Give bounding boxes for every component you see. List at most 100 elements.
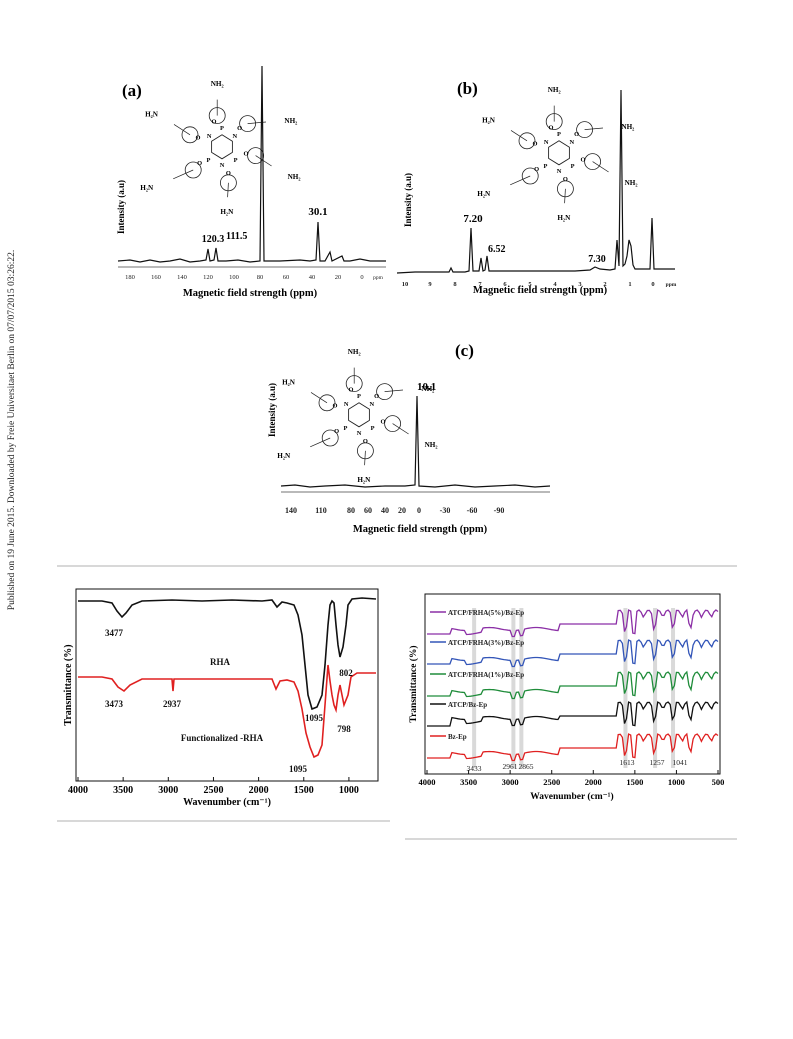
phenyl-ring [557, 180, 574, 198]
chart2-peak-label: 1257 [650, 758, 665, 767]
atom-label: O [212, 119, 217, 126]
chart2-tick-label: 4000 [419, 777, 436, 787]
panel-a-tick: 20 [335, 274, 342, 281]
chart2-tick-label: 3500 [460, 777, 477, 787]
panel-a-tick: 160 [151, 274, 161, 281]
panel-b-xlabel: Magnetic field strength (ppm) [473, 285, 608, 296]
panel-a-peak-label: 30.1 [308, 206, 327, 218]
panel-c-tick: 20 [398, 506, 406, 515]
chart2-peak-label: 1041 [673, 758, 688, 767]
legend-label: ATCP/FRHA(1%)/Bz-Ep [448, 671, 524, 679]
panel-b-tick: 8 [453, 281, 457, 288]
panel-c-tick: 110 [315, 506, 327, 515]
chart1-xlabel: Wavenumber (cm⁻¹) [183, 797, 271, 808]
chart2-tick-label: 2000 [585, 777, 602, 787]
bond [247, 121, 267, 124]
atom-label: O [226, 170, 231, 177]
bond [392, 423, 409, 435]
atom-label: P [557, 131, 561, 138]
chart2-tick-label: 500 [712, 777, 725, 787]
panel-c-tick: 0 [417, 506, 421, 515]
panel-c-tick: 40 [381, 506, 389, 515]
amino-group-label: NH₂ [288, 173, 301, 181]
atom-label: O [381, 419, 386, 426]
panel-c-tick: -90 [494, 506, 505, 515]
legend-label: ATCP/Bz-Ep [448, 701, 487, 709]
divider [57, 565, 737, 567]
phosphazene-ring [211, 134, 233, 160]
bond [173, 124, 191, 136]
atom-label: O [363, 438, 368, 445]
atom-label: P [571, 163, 575, 170]
panel-c-tick: -60 [467, 506, 478, 515]
amino-group-label: NH₂ [548, 86, 561, 94]
phenyl-ring [321, 429, 339, 447]
atom-label: O [549, 125, 554, 132]
phosphazene-ring [348, 402, 370, 428]
amino-group-label: H₂N [140, 184, 154, 192]
divider [405, 838, 737, 840]
phenyl-ring [521, 167, 539, 185]
chart2-peak-label: 1613 [620, 758, 635, 767]
chart1-frame [75, 588, 379, 782]
peak-band [511, 608, 516, 768]
panel-b-tick: 3 [578, 281, 582, 288]
panel-b-baseline [396, 89, 675, 274]
atom-label: N [569, 139, 574, 146]
atom-label: N [557, 168, 562, 175]
panel-b-ylabel: Intensity (a.u) [403, 173, 413, 227]
panel-b-label: (b) [457, 79, 478, 98]
panel-c-ylabel: Intensity (a.u) [267, 383, 277, 437]
panel-b-peak-label: 7.30 [588, 254, 606, 265]
bond [364, 450, 366, 466]
phenyl-ring [518, 132, 536, 150]
atom-label: N [369, 401, 374, 408]
amino-group-label: NH₂ [421, 385, 434, 393]
phosphazene-ring [548, 140, 570, 166]
panel-b-tick: 6 [503, 281, 507, 288]
amino-group-label: NH₂ [621, 123, 634, 131]
amino-group-label: H₂N [282, 378, 296, 386]
panel-a-tick: 180 [125, 274, 135, 281]
panel-c-tick: 80 [347, 506, 355, 515]
bond [584, 127, 604, 130]
panel-a-tick: 120 [203, 274, 213, 281]
series-functionalized-rha [78, 664, 376, 759]
legend-label: Bz-Ep [448, 733, 467, 741]
atom-label: N [232, 133, 237, 140]
atom-label: O [533, 141, 538, 148]
panel-a-xlabel: Magnetic field strength (ppm) [183, 288, 318, 299]
phenyl-ring [247, 147, 265, 165]
atom-label: P [371, 425, 375, 432]
atom-label: P [343, 425, 347, 432]
chart1-annotation: 3473 [105, 699, 124, 709]
amino-group-label: NH₂ [211, 80, 224, 88]
chart1-annotation: 1095 [305, 713, 324, 723]
amino-group-label: H₂N [482, 116, 496, 124]
peak-band [623, 608, 628, 768]
panel-b-tick: 0 [651, 281, 654, 288]
atom-label: O [333, 403, 338, 410]
panel-c-peak-label: 10.1 [417, 381, 436, 393]
publication-sidebar-note: Published on 19 June 2015. Downloaded by… [2, 240, 22, 620]
series-atcp-bz-ep [427, 700, 719, 727]
atom-label: N [220, 162, 225, 169]
panel-b-tick: 4 [553, 281, 557, 288]
chart2-tick-label: 1500 [626, 777, 643, 787]
bond [564, 188, 566, 204]
series-bz-ep [427, 732, 719, 762]
chart1-tick-label: 3500 [113, 785, 133, 796]
atom-label: N [207, 133, 212, 140]
chart2-peak-label: 2865 [519, 762, 534, 771]
panel-b-tick: 7 [478, 281, 482, 288]
bond [227, 182, 229, 198]
chart1-ylabel: Transmittance (%) [63, 644, 74, 725]
panel-c-xlabel: Magnetic field strength (ppm) [353, 524, 488, 535]
chart2-xlabel: Wavenumber (cm⁻¹) [530, 791, 613, 802]
bond [592, 161, 609, 173]
chart2-ylabel: Transmittance (%) [408, 645, 419, 722]
amino-group-label: H₂N [477, 190, 491, 198]
chart1-tick-label: 4000 [68, 785, 88, 796]
